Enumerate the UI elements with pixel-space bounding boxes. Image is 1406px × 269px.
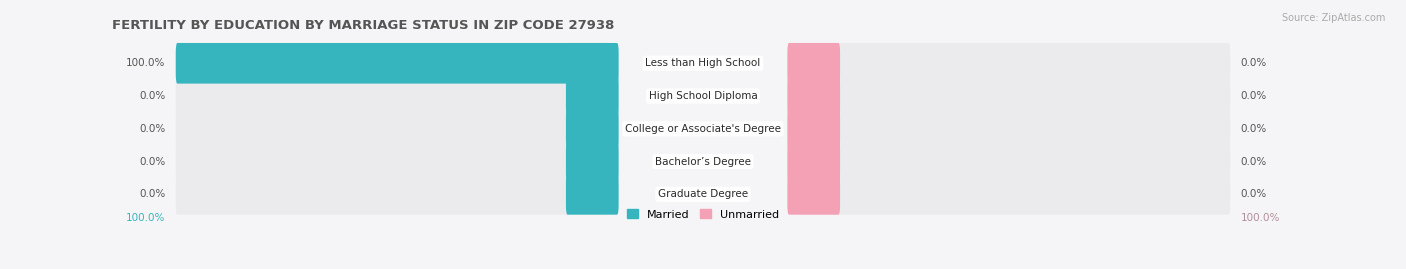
FancyBboxPatch shape bbox=[176, 141, 609, 182]
FancyBboxPatch shape bbox=[176, 43, 609, 84]
Text: 0.0%: 0.0% bbox=[1241, 189, 1267, 199]
FancyBboxPatch shape bbox=[787, 108, 841, 149]
FancyBboxPatch shape bbox=[799, 43, 1230, 84]
FancyBboxPatch shape bbox=[787, 141, 841, 182]
FancyBboxPatch shape bbox=[799, 76, 1230, 116]
Text: 100.0%: 100.0% bbox=[1241, 213, 1281, 223]
FancyBboxPatch shape bbox=[799, 141, 1230, 182]
FancyBboxPatch shape bbox=[176, 174, 609, 215]
Text: Less than High School: Less than High School bbox=[645, 58, 761, 68]
FancyBboxPatch shape bbox=[565, 76, 619, 116]
Text: Graduate Degree: Graduate Degree bbox=[658, 189, 748, 199]
Text: 0.0%: 0.0% bbox=[1241, 124, 1267, 134]
Text: 0.0%: 0.0% bbox=[139, 157, 166, 167]
FancyBboxPatch shape bbox=[799, 174, 1230, 215]
FancyBboxPatch shape bbox=[176, 76, 609, 116]
FancyBboxPatch shape bbox=[799, 108, 1230, 149]
Text: Source: ZipAtlas.com: Source: ZipAtlas.com bbox=[1281, 13, 1385, 23]
FancyBboxPatch shape bbox=[565, 108, 619, 149]
Text: FERTILITY BY EDUCATION BY MARRIAGE STATUS IN ZIP CODE 27938: FERTILITY BY EDUCATION BY MARRIAGE STATU… bbox=[112, 19, 614, 32]
Text: College or Associate's Degree: College or Associate's Degree bbox=[626, 124, 780, 134]
FancyBboxPatch shape bbox=[176, 108, 609, 149]
FancyBboxPatch shape bbox=[787, 76, 841, 116]
FancyBboxPatch shape bbox=[787, 174, 841, 215]
Text: 100.0%: 100.0% bbox=[125, 213, 166, 223]
Text: 0.0%: 0.0% bbox=[1241, 157, 1267, 167]
Legend: Married, Unmarried: Married, Unmarried bbox=[621, 205, 785, 224]
Text: 0.0%: 0.0% bbox=[139, 91, 166, 101]
FancyBboxPatch shape bbox=[787, 43, 841, 84]
Text: High School Diploma: High School Diploma bbox=[648, 91, 758, 101]
Text: 0.0%: 0.0% bbox=[139, 124, 166, 134]
Text: 0.0%: 0.0% bbox=[1241, 58, 1267, 68]
Text: Bachelor’s Degree: Bachelor’s Degree bbox=[655, 157, 751, 167]
FancyBboxPatch shape bbox=[565, 43, 619, 84]
Text: 0.0%: 0.0% bbox=[139, 189, 166, 199]
Text: 0.0%: 0.0% bbox=[1241, 91, 1267, 101]
FancyBboxPatch shape bbox=[565, 141, 619, 182]
FancyBboxPatch shape bbox=[176, 43, 609, 84]
FancyBboxPatch shape bbox=[565, 174, 619, 215]
Text: 100.0%: 100.0% bbox=[125, 58, 166, 68]
